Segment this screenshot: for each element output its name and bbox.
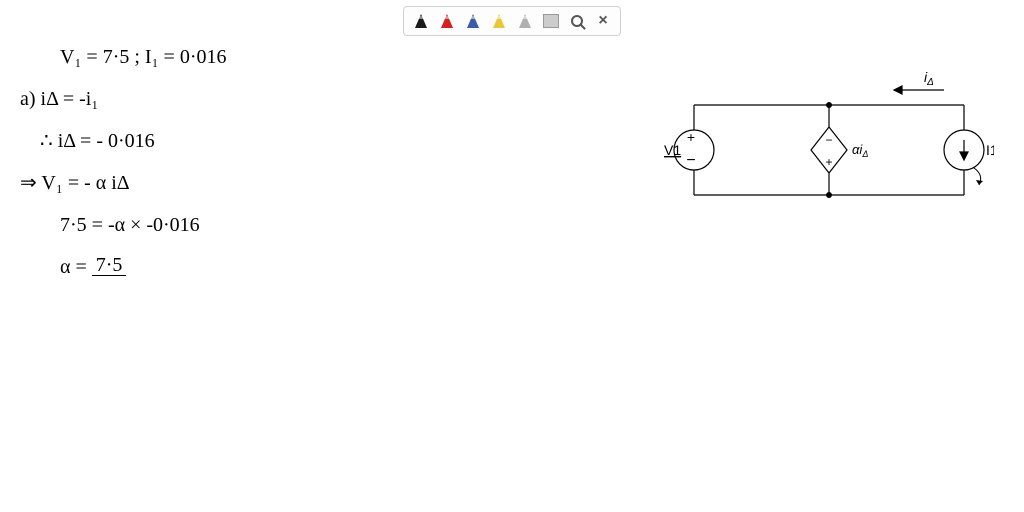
pen-yellow[interactable] xyxy=(488,10,510,32)
dep-minus: − xyxy=(825,133,832,147)
circuit-diagram: iΔ V1 + − αiΔ − + I1 xyxy=(664,50,994,230)
pen-icon xyxy=(441,14,453,28)
handwritten-equations: V₁ = 7·5 ; I₁ = 0·016 a) iΔ = -i₁ ∴ iΔ =… xyxy=(40,45,226,297)
eq-line-6: α = 7·5 xyxy=(60,255,226,279)
circuit-svg: iΔ V1 + − αiΔ − + I1 xyxy=(664,50,994,230)
close-button[interactable]: × xyxy=(592,10,614,32)
pen-black[interactable] xyxy=(410,10,432,32)
dep-plus: + xyxy=(825,155,832,169)
v1-label: V1 xyxy=(664,142,681,158)
pen-icon xyxy=(467,14,479,28)
eq-line-6-lhs: α = xyxy=(60,256,92,278)
pen-blue[interactable] xyxy=(462,10,484,32)
magnify-icon xyxy=(571,15,583,27)
ruler-tool[interactable] xyxy=(540,10,562,32)
eq-line-1: V₁ = 7·5 ; I₁ = 0·016 xyxy=(60,45,226,69)
eq-line-5: 7·5 = -α × -0·016 xyxy=(60,213,226,237)
pen-gray[interactable] xyxy=(514,10,536,32)
i1-label: I1 xyxy=(986,142,994,158)
eq-line-4: ⇒ V₁ = - α iΔ xyxy=(20,171,226,195)
v1-minus: − xyxy=(686,152,695,169)
v1-plus: + xyxy=(687,129,695,145)
toolbar: × xyxy=(403,6,621,36)
ruler-icon xyxy=(543,14,559,28)
idelta-label: iΔ xyxy=(924,69,934,88)
pen-icon xyxy=(415,14,427,28)
dep-label: αiΔ xyxy=(852,142,868,159)
pen-red[interactable] xyxy=(436,10,458,32)
eq-line-6-num: 7·5 xyxy=(92,255,127,276)
eq-line-2: a) iΔ = -i₁ xyxy=(20,87,226,111)
pen-icon xyxy=(493,14,505,28)
eq-line-3: ∴ iΔ = - 0·016 xyxy=(40,129,226,153)
zoom-tool[interactable] xyxy=(566,10,588,32)
close-icon: × xyxy=(598,12,607,30)
pen-icon xyxy=(519,14,531,28)
